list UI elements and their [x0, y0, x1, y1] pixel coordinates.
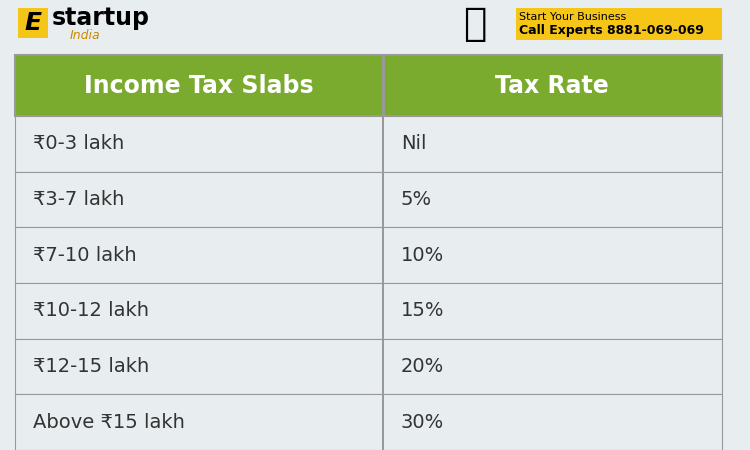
Bar: [0, 2, 736, 55]
Text: ₹0-3 lakh: ₹0-3 lakh: [33, 135, 125, 153]
Bar: [382, 55, 385, 116]
Bar: [15, 116, 722, 171]
Bar: [15, 171, 722, 227]
Bar: [15, 227, 722, 283]
Text: Above ₹15 lakh: Above ₹15 lakh: [33, 413, 185, 432]
Text: ₹10-12 lakh: ₹10-12 lakh: [33, 302, 149, 320]
Text: India: India: [70, 29, 100, 42]
Text: 30%: 30%: [400, 413, 444, 432]
Text: Tax Rate: Tax Rate: [495, 74, 609, 98]
Bar: [382, 394, 384, 450]
Text: Start Your Business: Start Your Business: [519, 12, 626, 22]
Bar: [382, 116, 384, 171]
Bar: [382, 339, 384, 394]
Text: ₹7-10 lakh: ₹7-10 lakh: [33, 246, 136, 265]
Text: startup: startup: [52, 6, 149, 31]
Bar: [382, 283, 384, 339]
Text: 15%: 15%: [400, 302, 444, 320]
Text: Nil: Nil: [400, 135, 426, 153]
Bar: [15, 394, 722, 450]
Text: E: E: [25, 11, 42, 35]
Bar: [15, 339, 722, 394]
Text: 10%: 10%: [400, 246, 444, 265]
Bar: [382, 171, 384, 227]
Text: 20%: 20%: [400, 357, 444, 376]
Bar: [382, 227, 384, 283]
Bar: [15, 283, 722, 339]
Bar: [19, 9, 48, 37]
Text: Call Experts 8881-069-069: Call Experts 8881-069-069: [519, 24, 704, 37]
Text: ₹12-15 lakh: ₹12-15 lakh: [33, 357, 149, 376]
Text: ₹3-7 lakh: ₹3-7 lakh: [33, 190, 125, 209]
Bar: [15, 55, 722, 116]
Text: 5%: 5%: [400, 190, 432, 209]
Text: Income Tax Slabs: Income Tax Slabs: [84, 74, 314, 98]
Text: 🚀: 🚀: [464, 5, 487, 43]
Bar: [515, 9, 722, 40]
